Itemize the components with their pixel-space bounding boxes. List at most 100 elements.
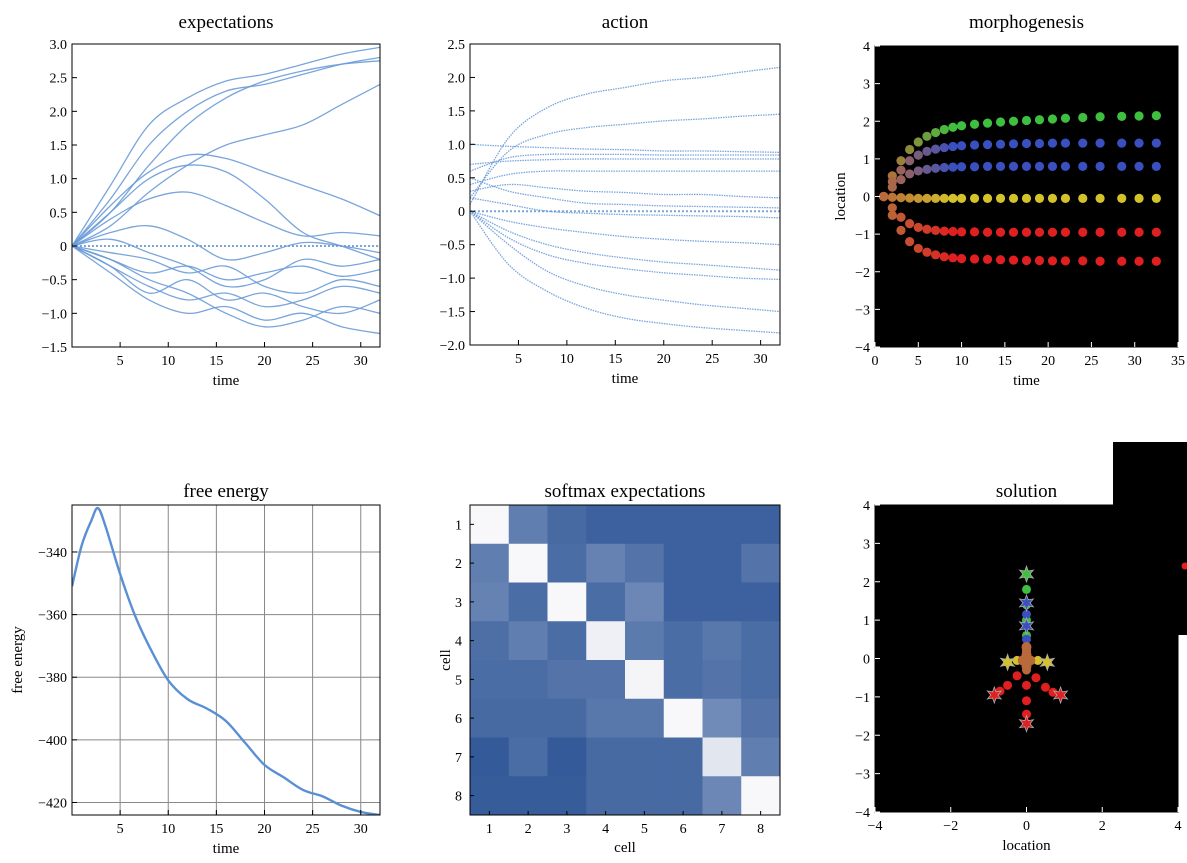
cell-point <box>1078 113 1087 122</box>
cell-point <box>905 237 914 246</box>
cell-point <box>922 132 931 141</box>
cell-point <box>1152 257 1161 266</box>
cell-point <box>1078 194 1087 203</box>
cell-point <box>1061 256 1070 265</box>
heatmap-cell <box>625 621 664 660</box>
x-tick-label: 5 <box>641 822 648 837</box>
x-tick-label: 20 <box>258 822 272 837</box>
heatmap-cell <box>548 583 587 622</box>
y-tick-label: 3.0 <box>50 38 68 53</box>
x-axis-label: time <box>213 841 240 857</box>
heatmap-cell <box>664 738 703 777</box>
y-tick-label: −4 <box>855 806 870 821</box>
x-axis-label: location <box>1002 838 1051 854</box>
cell-point <box>1152 162 1161 171</box>
x-axis-label: time <box>213 373 240 389</box>
chart-title: softmax expectations <box>545 481 706 502</box>
x-tick-label: 25 <box>306 354 320 369</box>
solution-point <box>1022 585 1031 594</box>
cell-point <box>1022 256 1031 265</box>
y-tick-label: 2.0 <box>448 71 466 86</box>
cell-point <box>914 166 923 175</box>
cell-point <box>957 162 966 171</box>
cell-point <box>948 194 957 203</box>
heatmap-cell <box>509 505 548 544</box>
cell-point <box>1095 162 1104 171</box>
solution-point <box>1031 673 1040 682</box>
cell-point <box>983 119 992 128</box>
plot-background <box>470 44 780 345</box>
x-tick-label: 25 <box>1084 354 1098 369</box>
cell-point <box>896 156 905 165</box>
y-tick-label: 7 <box>455 751 462 766</box>
cell-point <box>1152 111 1161 120</box>
y-tick-label: −1.5 <box>440 306 465 321</box>
y-tick-label: 1 <box>863 153 870 168</box>
cell-point <box>931 144 940 153</box>
cell-point <box>922 165 931 174</box>
solution-point <box>1022 661 1032 671</box>
heatmap-cell <box>625 738 664 777</box>
cell-point <box>1134 194 1143 203</box>
x-tick-label: 30 <box>1128 354 1142 369</box>
cell-point <box>970 194 979 203</box>
cell-point <box>983 140 992 149</box>
heatmap-cell <box>470 699 509 738</box>
cell-point <box>996 228 1005 237</box>
y-tick-label: −2 <box>855 729 870 744</box>
y-tick-label: 1 <box>863 614 870 629</box>
heatmap-cell <box>548 699 587 738</box>
x-tick-label: 25 <box>705 352 719 367</box>
y-tick-label: 4 <box>455 635 462 650</box>
cell-point <box>1152 138 1161 147</box>
heatmap-cell <box>664 699 703 738</box>
heatmap-cell <box>741 544 780 583</box>
cell-point <box>1048 138 1057 147</box>
x-tick-label: 5 <box>515 352 522 367</box>
cell-point <box>922 194 931 203</box>
heatmap-cell <box>548 776 587 815</box>
heatmap-cell <box>625 776 664 815</box>
heatmap-cell <box>703 738 742 777</box>
chart-title: free energy <box>183 481 269 502</box>
cell-point <box>1035 256 1044 265</box>
heatmap-cell <box>703 621 742 660</box>
cell-point <box>905 193 914 202</box>
cell-point <box>1078 138 1087 147</box>
y-tick-label: −1.5 <box>42 341 67 356</box>
cell-point <box>931 164 940 173</box>
cell-point <box>1078 162 1087 171</box>
y-tick-label: 5 <box>455 673 462 688</box>
cell-point <box>914 244 923 253</box>
cell-point <box>957 121 966 130</box>
y-tick-label: 0 <box>60 240 67 255</box>
y-tick-label: 1.0 <box>448 138 466 153</box>
x-tick-label: 4 <box>602 822 609 837</box>
y-tick-label: −400 <box>38 734 67 749</box>
cell-point <box>914 137 923 146</box>
y-tick-label: −340 <box>38 546 67 561</box>
cell-point <box>1022 228 1031 237</box>
heatmap-cell <box>625 505 664 544</box>
x-tick-label: 15 <box>998 354 1012 369</box>
heatmap-cell <box>509 699 548 738</box>
cell-point <box>948 163 957 172</box>
chart-title: morphogenesis <box>969 12 1084 33</box>
cell-point <box>1095 257 1104 266</box>
y-tick-label: 2.0 <box>50 105 68 120</box>
chart-title: solution <box>996 481 1058 502</box>
x-axis-label: cell <box>614 840 636 856</box>
cell-point <box>1048 256 1057 265</box>
cell-point <box>940 125 949 134</box>
cell-point <box>1048 228 1057 237</box>
heatmap-cell <box>586 505 625 544</box>
cell-point <box>940 252 949 261</box>
x-tick-label: 20 <box>258 354 272 369</box>
cell-point <box>1009 117 1018 126</box>
cell-point <box>1035 194 1044 203</box>
